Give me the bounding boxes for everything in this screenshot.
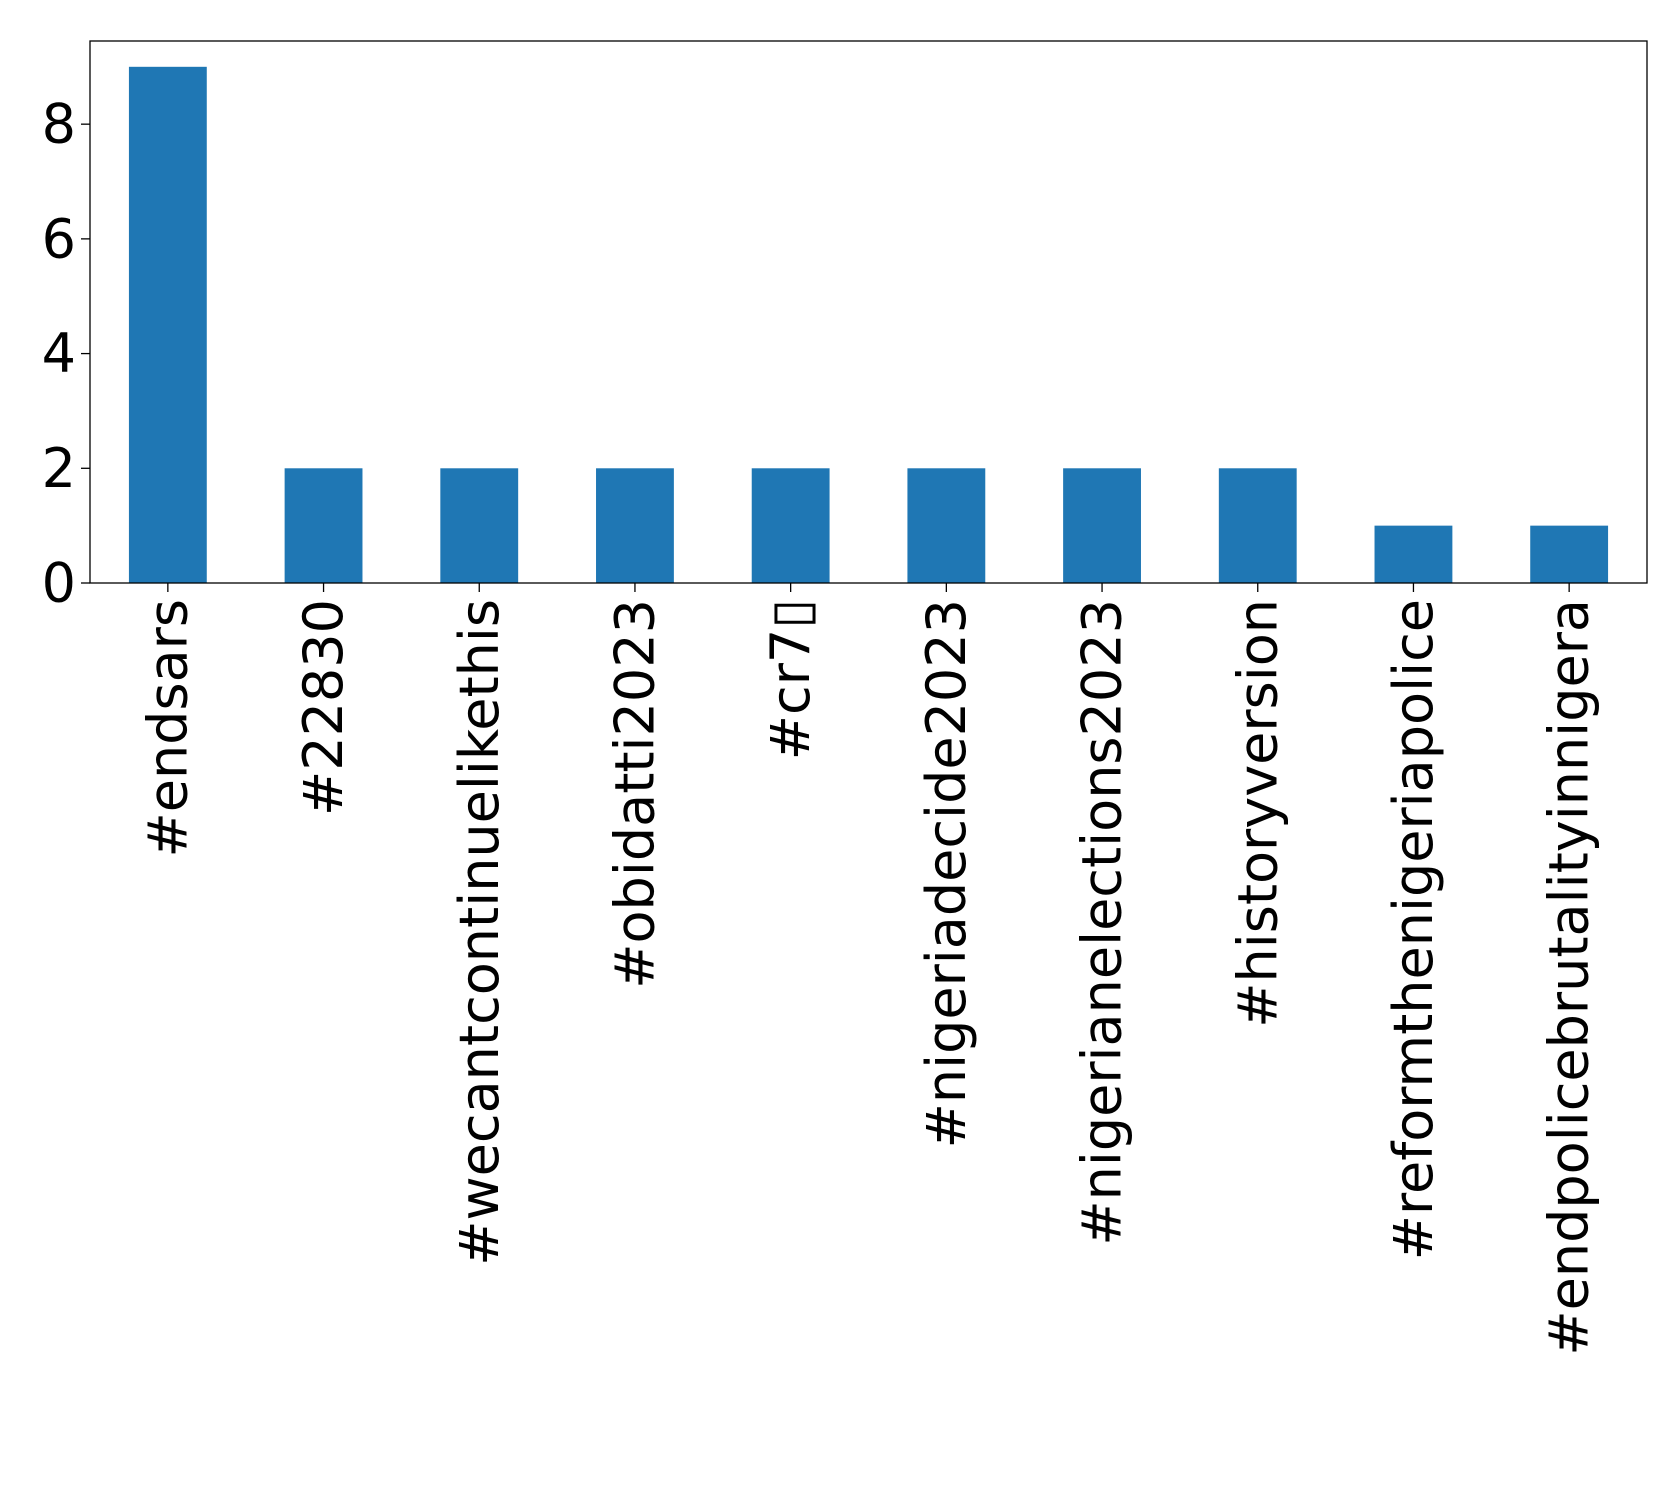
bar [284, 468, 363, 583]
x-tick-label: #nigerianelections2023 [1071, 599, 1134, 1246]
x-tick-label: #historyversion [1226, 599, 1289, 1028]
bar [1374, 525, 1453, 583]
y-axis-ticks: 0 2 4 6 8 [42, 93, 90, 615]
x-axis-ticks: #endsars #22830 #wecantcontinuelikethis #ob… [136, 583, 1601, 1356]
x-tick-label: #obidatti2023 [603, 599, 666, 989]
bar [1530, 525, 1609, 583]
x-tick-label: #reformthenigeriapolice [1382, 599, 1445, 1260]
y-tick-label: 0 [42, 552, 76, 615]
bar [751, 468, 830, 583]
x-tick-label: #endsars [136, 599, 199, 858]
x-tick-label: #wecantcontinuelikethis [448, 599, 511, 1266]
x-tick-label: #endpolicebrutalityinnigera [1538, 599, 1601, 1356]
bars-group [128, 66, 1609, 584]
bar [128, 66, 207, 584]
y-tick-label: 6 [42, 207, 76, 270]
bar [1063, 468, 1141, 583]
y-tick-label: 2 [42, 437, 76, 500]
y-tick-label: 4 [42, 322, 76, 385]
x-tick-label: #cr7▯ [759, 599, 822, 760]
x-tick-label: #22830 [292, 599, 355, 816]
bar [1218, 468, 1297, 583]
x-tick-label: #nigeriadecide2023 [915, 599, 978, 1148]
bar [440, 468, 519, 583]
y-tick-label: 8 [42, 93, 76, 156]
bar [596, 468, 674, 583]
bar [907, 468, 986, 583]
axes-frame [89, 40, 1648, 584]
